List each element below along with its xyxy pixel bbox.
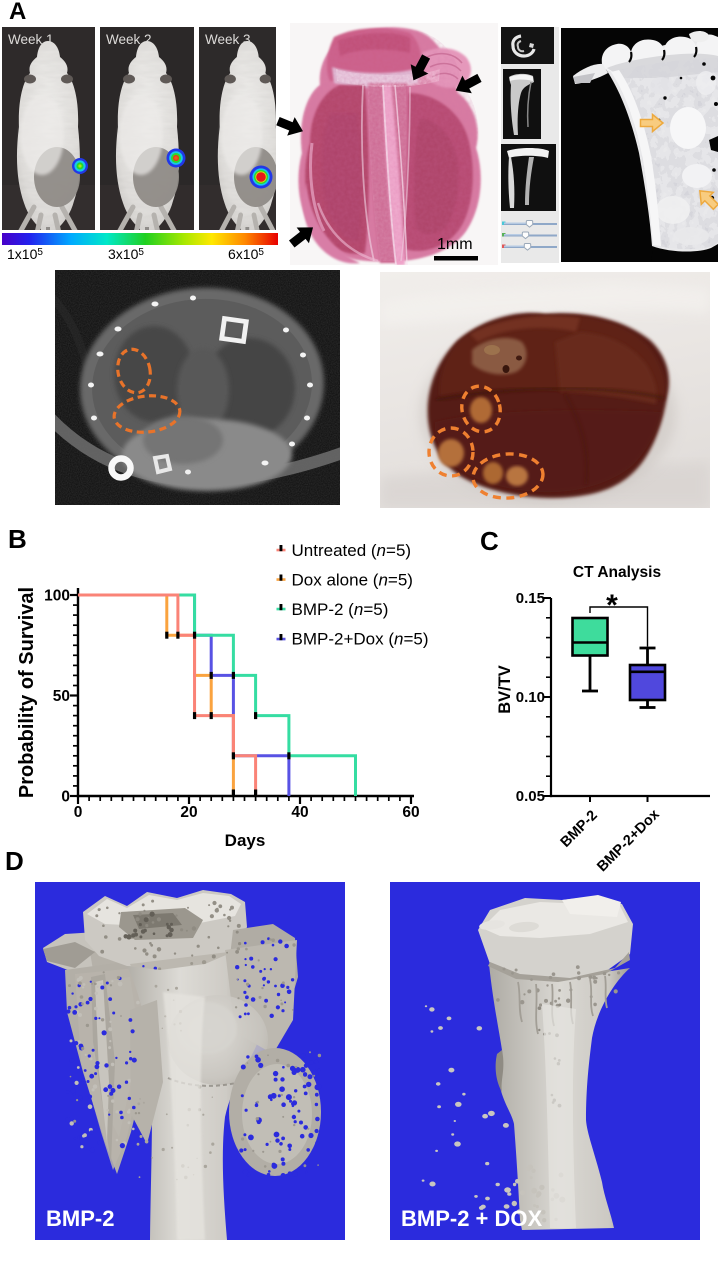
- svg-text:Probability of Survival: Probability of Survival: [16, 587, 38, 798]
- svg-text:0.05: 0.05: [516, 788, 545, 805]
- svg-text:60: 60: [402, 804, 419, 821]
- svg-text:50: 50: [53, 688, 70, 705]
- svg-text:3x105: 3x105: [108, 246, 144, 262]
- svg-text:1mm: 1mm: [437, 236, 473, 253]
- svg-text:100: 100: [44, 588, 70, 605]
- svg-text:Week 3: Week 3: [205, 32, 251, 47]
- svg-text:1x105: 1x105: [7, 246, 43, 262]
- svg-text:BMP-2 (n=5): BMP-2 (n=5): [292, 600, 389, 619]
- svg-text:*: *: [606, 589, 618, 622]
- svg-text:6x105: 6x105: [228, 246, 264, 262]
- svg-text:0.15: 0.15: [516, 590, 545, 607]
- svg-text:20: 20: [180, 804, 197, 821]
- svg-text:Days: Days: [225, 831, 266, 850]
- svg-text:Untreated (n=5): Untreated (n=5): [292, 541, 412, 560]
- svg-text:Week 1: Week 1: [8, 32, 54, 47]
- svg-text:0.10: 0.10: [516, 689, 545, 706]
- svg-text:BV/TV: BV/TV: [496, 665, 514, 714]
- svg-text:BMP-2+Dox (n=5): BMP-2+Dox (n=5): [292, 630, 429, 649]
- svg-text:40: 40: [291, 804, 308, 821]
- svg-text:0: 0: [61, 789, 70, 806]
- svg-text:BMP-2: BMP-2: [558, 808, 601, 851]
- svg-text:BMP-2: BMP-2: [46, 1206, 114, 1231]
- svg-text:BMP-2+Dox: BMP-2+Dox: [594, 807, 663, 876]
- svg-text:0: 0: [74, 804, 83, 821]
- svg-text:BMP-2 + DOX: BMP-2 + DOX: [401, 1206, 543, 1231]
- svg-text:Dox alone (n=5): Dox alone (n=5): [292, 571, 413, 590]
- svg-text:Week 2: Week 2: [106, 32, 152, 47]
- svg-text:CT Analysis: CT Analysis: [573, 564, 661, 581]
